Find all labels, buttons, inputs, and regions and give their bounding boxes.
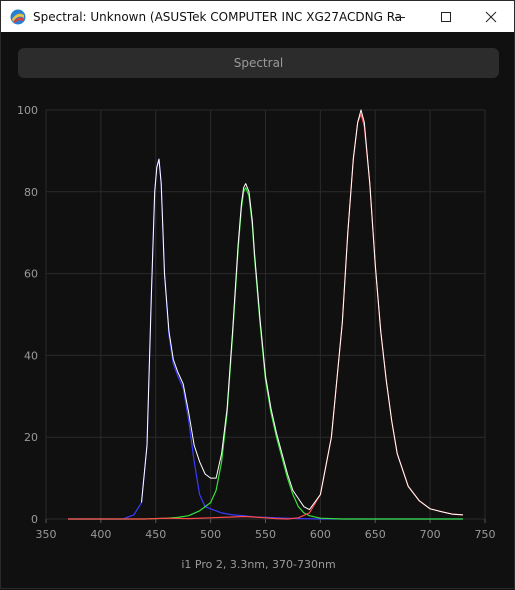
close-button[interactable] (468, 1, 514, 32)
close-icon (485, 11, 497, 22)
x-tick-label: 500 (200, 528, 221, 541)
minimize-icon (395, 16, 405, 18)
minimize-button[interactable] (377, 1, 423, 32)
x-tick-label: 600 (310, 528, 331, 541)
x-tick-label: 750 (475, 528, 496, 541)
x-tick-label: 700 (420, 528, 441, 541)
x-tick-label: 400 (90, 528, 111, 541)
maximize-icon (441, 11, 451, 22)
tab-spectral-label: Spectral (233, 56, 284, 70)
x-tick-label: 650 (365, 528, 386, 541)
series-line-white (141, 109, 464, 516)
maximize-button[interactable] (423, 1, 469, 32)
y-tick-label: 60 (24, 268, 38, 281)
y-tick-label: 20 (24, 431, 38, 444)
x-tick-label: 350 (36, 528, 57, 541)
x-tick-label: 450 (145, 528, 166, 541)
y-tick-label: 0 (31, 513, 38, 526)
app-logo-icon (10, 9, 26, 25)
tab-spectral[interactable]: Spectral (18, 48, 499, 78)
instrument-caption: i1 Pro 2, 3.3nm, 370-730nm (181, 558, 336, 571)
y-tick-label: 80 (24, 186, 38, 199)
window-title: Spectral: Unknown (ASUSTek COMPUTER INC … (33, 9, 403, 24)
y-tick-label: 100 (17, 104, 38, 117)
title-bar[interactable]: Spectral: Unknown (ASUSTek COMPUTER INC … (1, 1, 514, 32)
y-tick-label: 40 (24, 349, 38, 362)
x-tick-label: 550 (255, 528, 276, 541)
